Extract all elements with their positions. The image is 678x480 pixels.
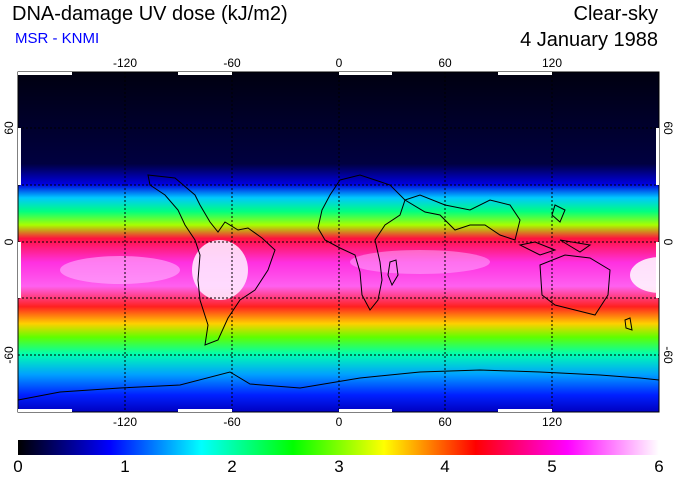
- colorbar: [18, 440, 659, 455]
- colorbar-tick-label: 6: [654, 457, 664, 476]
- graticule: [18, 72, 659, 412]
- colorbar-tick-label: 4: [440, 457, 450, 476]
- lat-left-label: -60: [2, 346, 16, 364]
- lon-bottom-label: -120: [113, 415, 137, 429]
- lat-right-label: -60: [661, 346, 675, 364]
- lat-right-label: 60: [661, 121, 675, 135]
- colorbar-tick-label: 5: [547, 457, 557, 476]
- lon-bottom-label: 120: [542, 415, 562, 429]
- date-label: 4 January 1988: [520, 29, 658, 51]
- map-frame: [17, 71, 660, 413]
- colorbar-tick-label: 3: [334, 457, 344, 476]
- lon-bottom-label: 60: [438, 415, 452, 429]
- lon-top-label: -120: [113, 56, 137, 70]
- lon-top-label: 60: [438, 56, 452, 70]
- source-label: MSR - KNMI: [15, 30, 100, 47]
- lon-top-label: 120: [542, 56, 562, 70]
- lat-right-label: 0: [661, 239, 675, 246]
- colorbar-tick-label: 1: [120, 457, 130, 476]
- lon-bottom-label: -60: [223, 415, 241, 429]
- coastlines: [18, 174, 659, 401]
- colorbar-tick-label: 2: [227, 457, 237, 476]
- colorbar-tick-label: 0: [13, 457, 23, 476]
- lon-top-label: 0: [336, 56, 343, 70]
- lat-left-label: 0: [2, 238, 16, 245]
- lon-top-label: -60: [223, 56, 241, 70]
- sky-condition-label: Clear-sky: [573, 3, 658, 25]
- uv-highlights: [60, 240, 659, 300]
- map-title: DNA-damage UV dose (kJ/m2): [12, 3, 288, 25]
- lon-bottom-label: 0: [336, 415, 343, 429]
- lat-left-label: 60: [2, 121, 16, 135]
